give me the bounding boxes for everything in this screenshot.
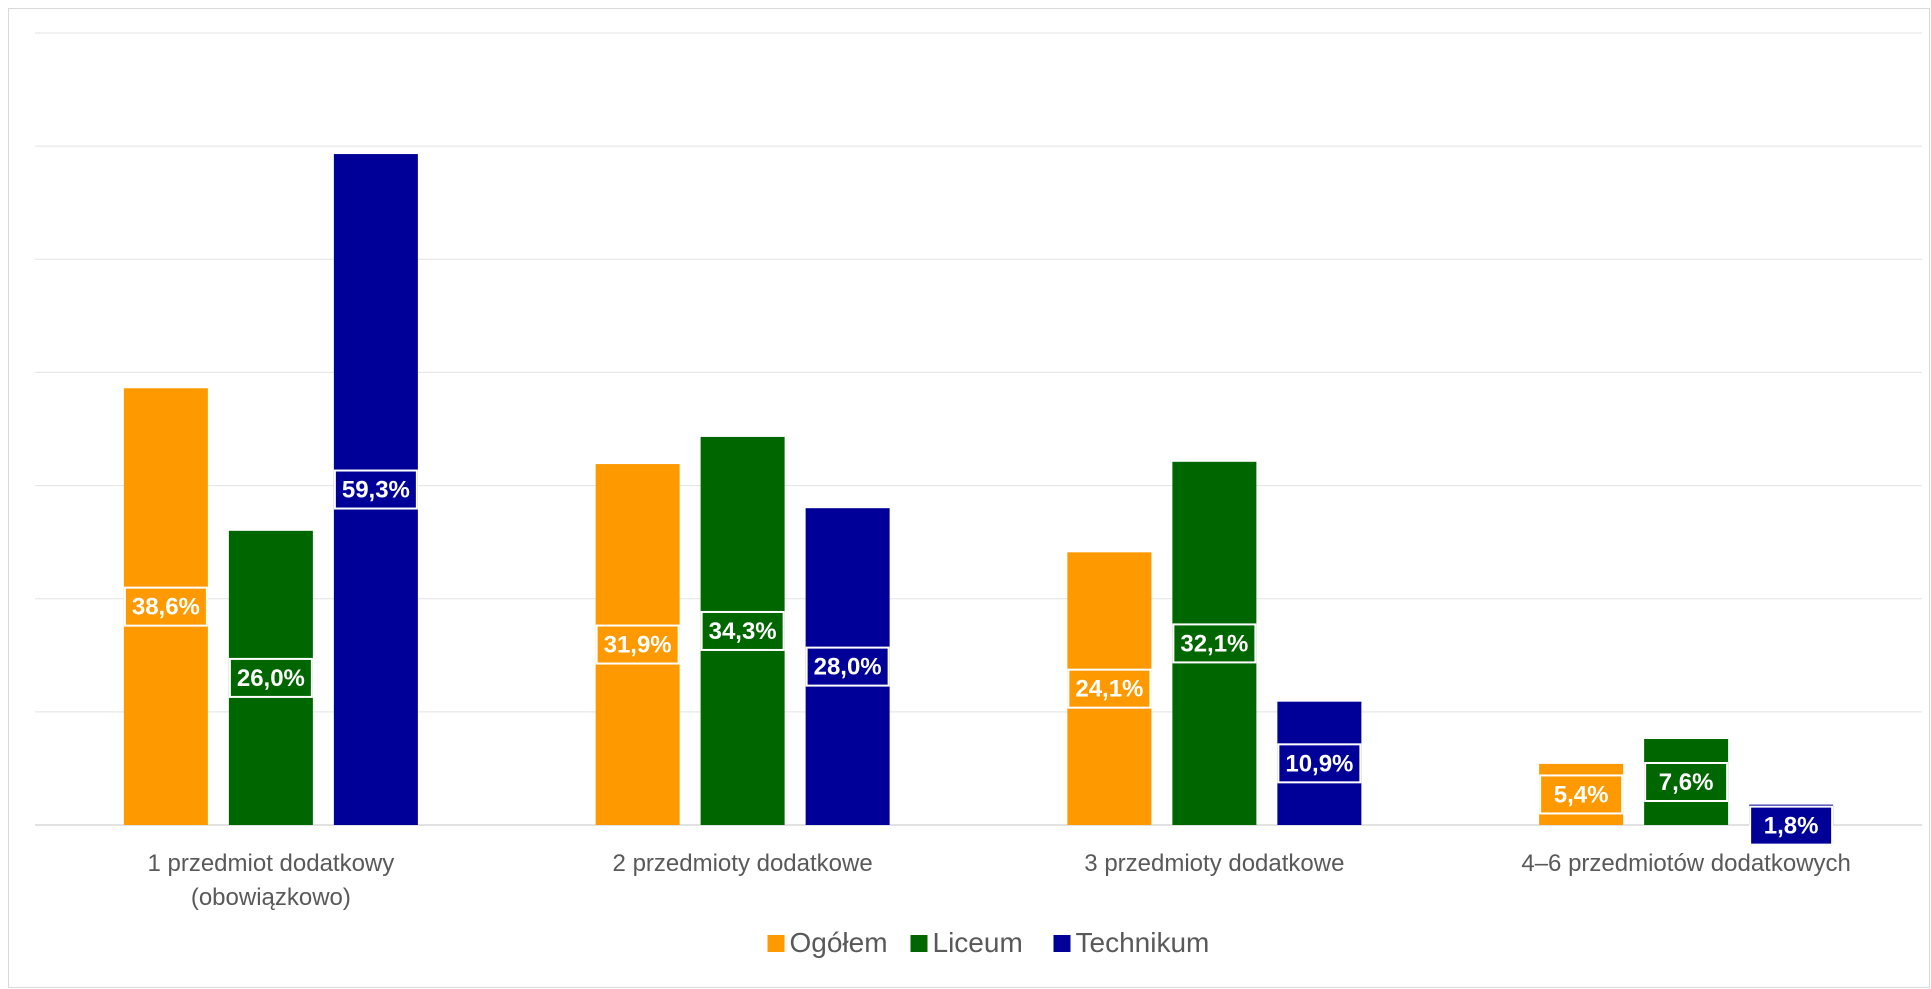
data-label: 28,0% [814,654,882,681]
data-label: 59,3% [342,477,410,504]
data-label: 26,0% [237,665,305,692]
data-label: 7,6% [1659,769,1714,796]
data-label-box [123,586,208,627]
data-label: 24,1% [1075,676,1143,703]
category-label: 4–6 przedmiotów dodatkowych [1521,850,1851,877]
data-label: 32,1% [1180,630,1248,657]
legend-label: Ogółem [790,927,888,958]
legend-swatch [910,935,928,952]
data-label-box [333,469,418,510]
category-label: 2 przedmioty dodatkowe [613,850,873,877]
data-label-box [1539,774,1624,815]
data-label-box [1067,668,1152,709]
data-label: 10,9% [1285,750,1353,777]
data-label: 31,9% [604,632,672,659]
data-label-box [700,610,785,651]
legend: Ogółem Liceum Technikum [767,927,1210,958]
data-label: 1,8% [1764,813,1819,840]
data-label: 34,3% [709,618,777,645]
category-label: (obowiązkowo) [191,884,351,911]
data-label-box [1172,623,1257,664]
category-labels: 1 przedmiot dodatkowy (obowiązkowo) 2 prze… [147,850,1850,911]
legend-label: Liceum [933,927,1023,958]
legend-swatch [767,935,785,952]
data-label-box [1277,743,1362,784]
data-label: 38,6% [132,594,200,621]
data-label-box [595,624,680,665]
data-label-box [228,657,313,698]
data-label-box [805,646,890,687]
data-labels: 38,6% 26,0% 59,3% 31,9% 34,3% 28,0% 24,1% 32,1%… [123,469,1834,846]
category-label: 3 przedmioty dodatkowe [1084,850,1344,877]
data-label: 5,4% [1554,781,1609,808]
data-label-box [1644,762,1729,803]
legend-label: Technikum [1076,927,1210,958]
category-label: 1 przedmiot dodatkowy [147,850,394,877]
chart-frame [8,8,1930,988]
data-label-box [1749,805,1834,846]
legend-swatch [1053,935,1071,952]
gridlines [35,32,1922,826]
